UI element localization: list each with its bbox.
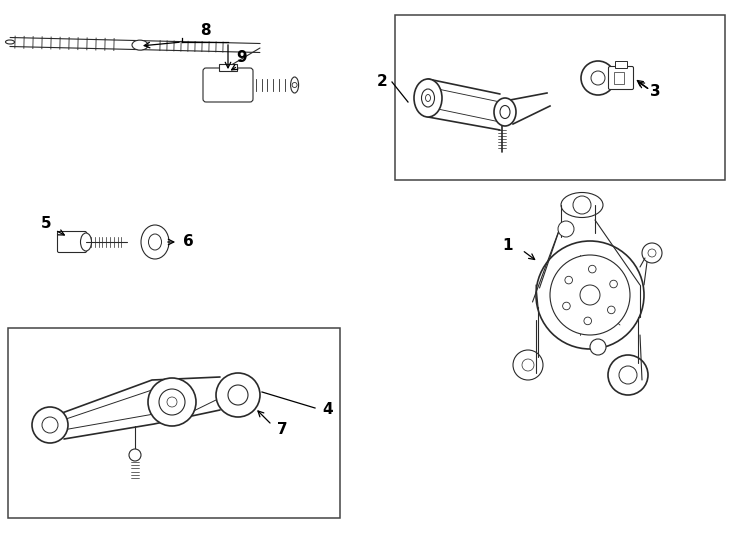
Circle shape	[608, 355, 648, 395]
Circle shape	[42, 417, 58, 433]
Circle shape	[159, 389, 185, 415]
Circle shape	[581, 61, 615, 95]
Circle shape	[591, 71, 605, 85]
Ellipse shape	[81, 233, 92, 251]
Ellipse shape	[5, 40, 15, 44]
Circle shape	[573, 196, 591, 214]
Bar	[219, 64, 237, 71]
Circle shape	[619, 366, 637, 384]
Ellipse shape	[141, 225, 169, 259]
FancyBboxPatch shape	[608, 66, 633, 90]
Circle shape	[536, 241, 644, 349]
Text: 7: 7	[277, 422, 287, 437]
Circle shape	[584, 317, 592, 325]
Circle shape	[558, 221, 574, 237]
Text: 5: 5	[40, 217, 51, 232]
Circle shape	[580, 285, 600, 305]
Circle shape	[292, 83, 297, 87]
Text: 1: 1	[503, 238, 513, 253]
Text: 3: 3	[650, 84, 661, 99]
Circle shape	[608, 306, 615, 314]
Circle shape	[590, 339, 606, 355]
Text: 4: 4	[323, 402, 333, 417]
Circle shape	[565, 276, 573, 284]
Circle shape	[513, 350, 543, 380]
Circle shape	[563, 302, 570, 310]
Circle shape	[129, 449, 141, 461]
Ellipse shape	[132, 40, 148, 50]
Text: 8: 8	[200, 23, 211, 37]
Ellipse shape	[148, 234, 161, 250]
Text: 9: 9	[236, 51, 247, 65]
Bar	[395, 15, 725, 180]
Circle shape	[148, 378, 196, 426]
Circle shape	[550, 255, 630, 335]
Circle shape	[216, 373, 260, 417]
Circle shape	[589, 265, 596, 273]
FancyBboxPatch shape	[57, 232, 87, 253]
Bar	[8, 328, 340, 518]
Circle shape	[32, 407, 68, 443]
Ellipse shape	[494, 98, 516, 126]
Ellipse shape	[561, 192, 603, 218]
Circle shape	[642, 243, 662, 263]
Ellipse shape	[414, 79, 442, 117]
Ellipse shape	[421, 89, 435, 107]
Ellipse shape	[291, 77, 299, 93]
Bar	[614, 72, 624, 84]
Circle shape	[610, 280, 617, 288]
Text: 6: 6	[183, 234, 193, 249]
Text: 2: 2	[377, 75, 388, 90]
Ellipse shape	[500, 105, 510, 118]
FancyBboxPatch shape	[203, 68, 253, 102]
Bar	[615, 61, 627, 68]
Circle shape	[228, 385, 248, 405]
